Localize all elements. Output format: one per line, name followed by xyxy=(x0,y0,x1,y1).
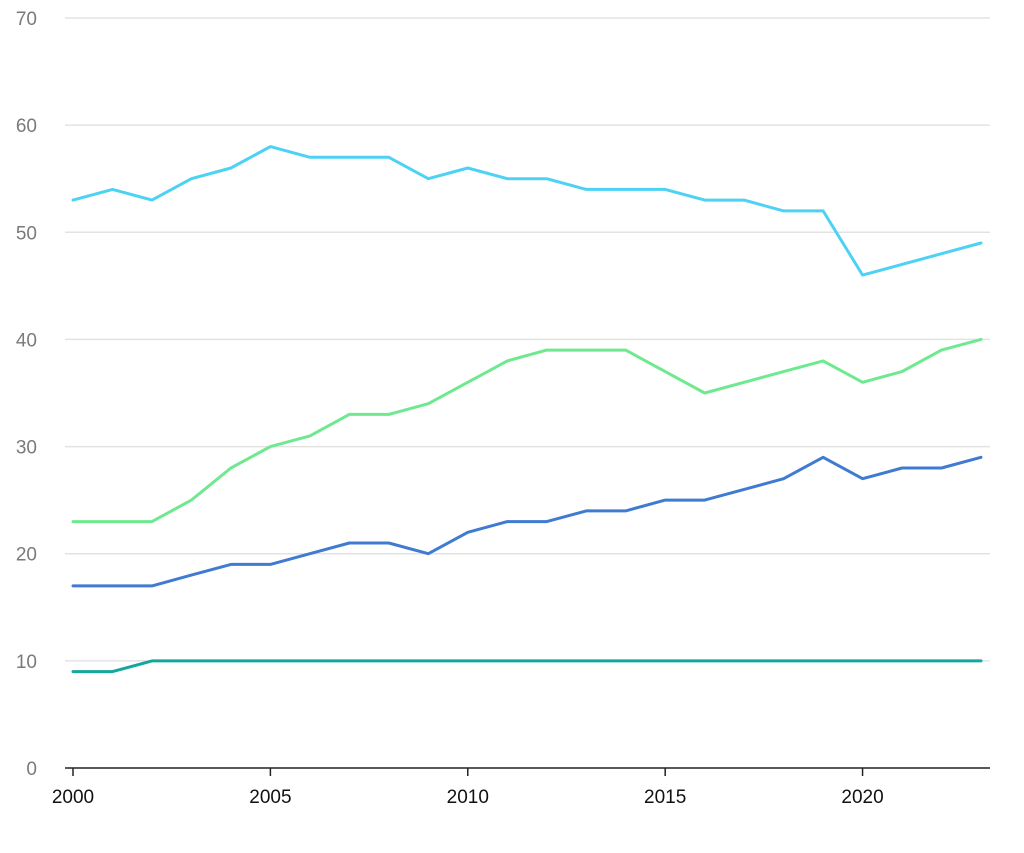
y-tick-label: 40 xyxy=(16,330,37,351)
x-axis: 2000 2005 2010 2015 2020 xyxy=(52,767,990,808)
y-tick-label: 70 xyxy=(16,9,37,30)
y-tick-label: 30 xyxy=(16,438,37,459)
y-tick-label: 0 xyxy=(26,759,37,780)
series-line-2 xyxy=(71,337,983,524)
y-tick-label: 50 xyxy=(16,223,37,244)
x-tick-label: 2020 xyxy=(841,787,883,808)
series-line-3 xyxy=(71,455,983,588)
series-line-4 xyxy=(71,659,983,674)
x-tick-label: 2010 xyxy=(447,787,489,808)
y-tick-label: 20 xyxy=(16,545,37,566)
gridlines xyxy=(65,17,990,662)
series-lines xyxy=(71,145,983,674)
y-axis-ticks: 0 10 20 30 40 50 60 70 xyxy=(16,9,37,780)
x-tick-label: 2005 xyxy=(249,787,291,808)
y-tick-label: 60 xyxy=(16,116,37,137)
x-tick-label: 2000 xyxy=(52,787,94,808)
x-tick-label: 2015 xyxy=(644,787,686,808)
series-line-1 xyxy=(71,145,983,277)
y-tick-label: 10 xyxy=(16,652,37,673)
